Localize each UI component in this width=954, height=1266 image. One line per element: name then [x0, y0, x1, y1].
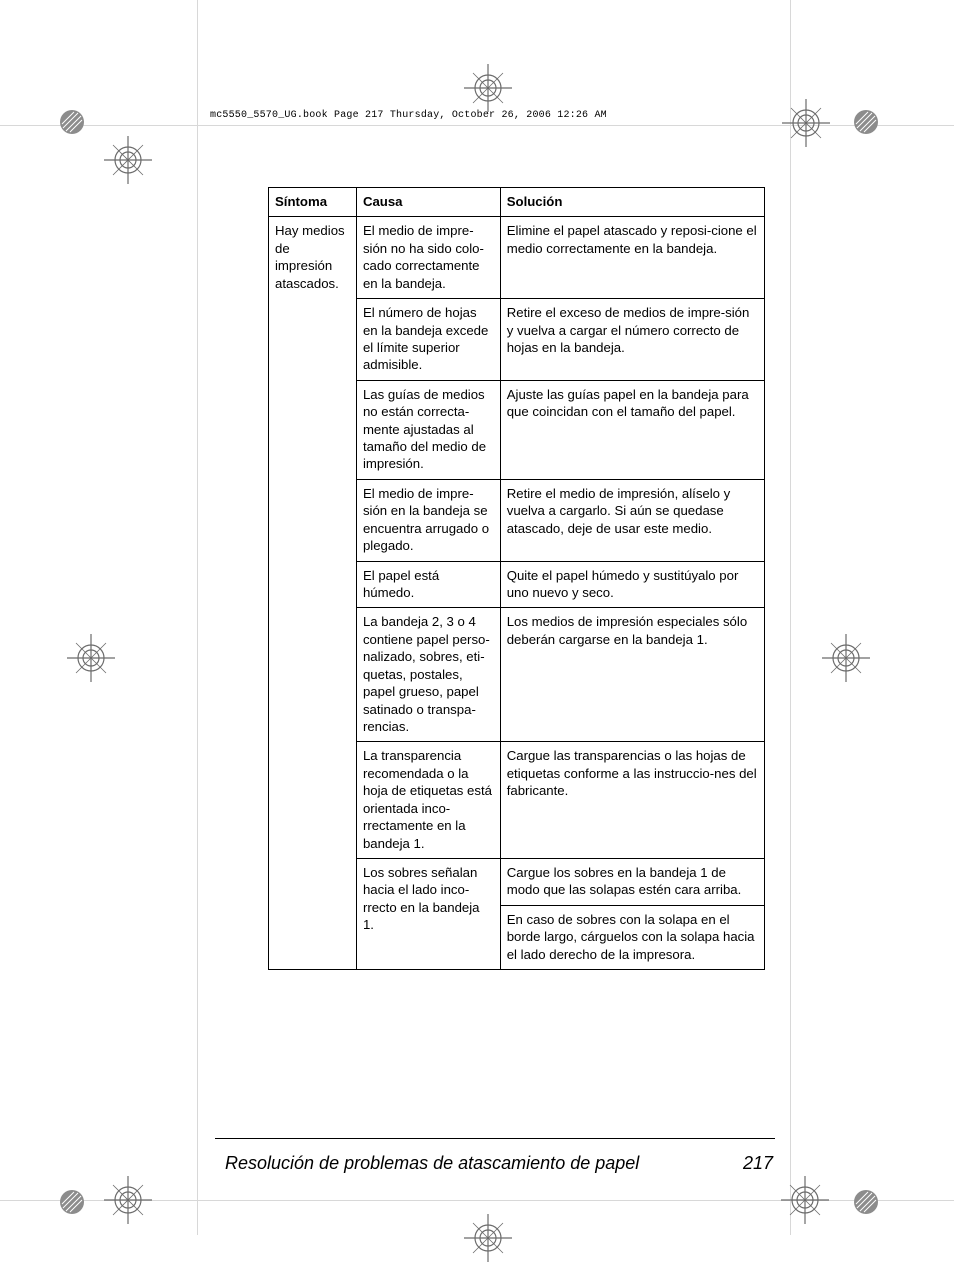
cell-sintoma: Hay medios de impresión atascados.	[269, 217, 357, 970]
registration-mark-icon	[63, 630, 119, 686]
cell-solucion: En caso de sobres con la solapa en el bo…	[500, 905, 764, 969]
registration-mark-icon	[460, 60, 516, 116]
registration-mark-icon	[818, 630, 874, 686]
cell-solucion: Ajuste las guías papel en la bandeja par…	[500, 380, 764, 479]
crop-line-v-right	[790, 0, 791, 1235]
registration-mark-icon	[100, 132, 156, 188]
cell-causa: El papel está húmedo.	[356, 561, 500, 608]
registration-mark-icon	[460, 1210, 516, 1266]
cell-solucion: Quite el papel húmedo y sustitúyalo por …	[500, 561, 764, 608]
hatched-dot-icon	[852, 1188, 880, 1216]
troubleshooting-table: Síntoma Causa Solución Hay medios de imp…	[268, 187, 765, 970]
cell-causa: El número de hojas en la bandeja excede …	[356, 299, 500, 381]
cell-causa: La transparencia recomendada o la hoja d…	[356, 742, 500, 859]
footer-title: Resolución de problemas de atascamiento …	[225, 1153, 639, 1174]
table-row: Hay medios de impresión atascados. El me…	[269, 217, 765, 299]
cell-solucion: Los medios de impresión especiales sólo …	[500, 608, 764, 742]
cell-solucion: Retire el exceso de medios de impre-sión…	[500, 299, 764, 381]
page-footer: Resolución de problemas de atascamiento …	[215, 1138, 775, 1174]
th-solucion: Solución	[500, 188, 764, 217]
cell-causa: Las guías de medios no están correcta-me…	[356, 380, 500, 479]
cell-causa: Los sobres señalan hacia el lado inco-rr…	[356, 858, 500, 969]
cell-causa: El medio de impre-sión no ha sido colo-c…	[356, 217, 500, 299]
registration-mark-icon	[778, 95, 834, 151]
crop-line-v-left	[197, 0, 198, 1235]
registration-mark-icon	[777, 1172, 833, 1228]
cell-solucion: Elimine el papel atascado y reposi-cione…	[500, 217, 764, 299]
hatched-dot-icon	[58, 1188, 86, 1216]
table-header-row: Síntoma Causa Solución	[269, 188, 765, 217]
registration-mark-icon	[100, 1172, 156, 1228]
cell-causa: El medio de impre-sión en la bandeja se …	[356, 479, 500, 561]
cell-solucion: Cargue las transparencias o las hojas de…	[500, 742, 764, 859]
cell-causa: La bandeja 2, 3 o 4 contiene papel perso…	[356, 608, 500, 742]
th-sintoma: Síntoma	[269, 188, 357, 217]
cell-solucion: Cargue los sobres en la bandeja 1 de mod…	[500, 858, 764, 905]
cell-solucion: Retire el medio de impresión, alíselo y …	[500, 479, 764, 561]
th-causa: Causa	[356, 188, 500, 217]
page-content: mc5550_5570_UG.book Page 217 Thursday, O…	[210, 110, 790, 970]
hatched-dot-icon	[58, 108, 86, 136]
hatched-dot-icon	[852, 108, 880, 136]
footer-page-number: 217	[743, 1153, 773, 1174]
